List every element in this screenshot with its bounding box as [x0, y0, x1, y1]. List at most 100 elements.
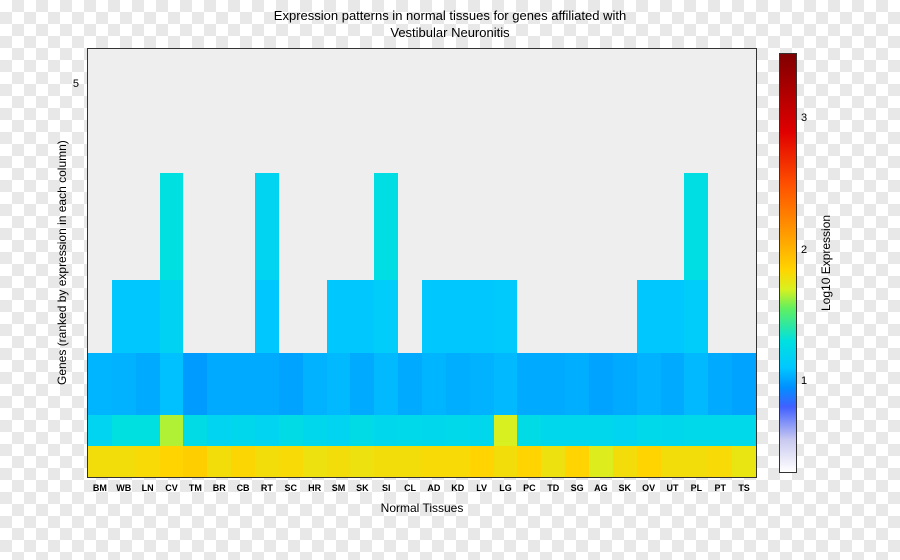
heatmap-cell [613, 353, 637, 415]
heatmap-cell [112, 353, 136, 415]
heatmap-cell [684, 415, 708, 446]
heatmap-cell [637, 173, 661, 280]
x-tick-label: WB [112, 483, 136, 493]
heatmap-cell [517, 173, 541, 280]
heatmap-cell [541, 415, 565, 446]
heatmap-cell [517, 415, 541, 446]
x-tick-label: UT [661, 483, 685, 493]
heatmap-cell [303, 280, 327, 353]
x-tick-label: SI [374, 483, 398, 493]
heatmap-cell [661, 353, 685, 415]
heatmap-cell [732, 415, 756, 446]
heatmap-cell [279, 173, 303, 280]
heatmap-cell [589, 446, 613, 477]
heatmap-cell [160, 49, 184, 173]
heatmap-cell [708, 173, 732, 280]
x-tick-label: SM [327, 483, 351, 493]
x-tick-label: SC [279, 483, 303, 493]
heatmap-cell [160, 446, 184, 477]
x-tick-label: AG [589, 483, 613, 493]
heatmap-cell [160, 173, 184, 280]
heatmap-cell [88, 415, 112, 446]
heatmap-cell [541, 173, 565, 280]
heatmap-cell [136, 446, 160, 477]
heatmap-cell [183, 49, 207, 173]
heatmap-cell [494, 353, 518, 415]
heatmap-cell [517, 49, 541, 173]
heatmap-cell [231, 49, 255, 173]
heatmap-cell [207, 446, 231, 477]
heatmap-cell [136, 353, 160, 415]
heatmap-cell [565, 173, 589, 280]
heatmap-cell [231, 446, 255, 477]
x-tick-label: SK [350, 483, 374, 493]
heatmap-cell [398, 415, 422, 446]
x-axis-ticks: BMWBLNCVTMBRCBRTSCHRSMSKSICLADKDLVLGPCTD… [88, 483, 756, 493]
heatmap-cell [684, 173, 708, 280]
heatmap-cell [183, 280, 207, 353]
heatmap-cell [494, 49, 518, 173]
heatmap-cell [732, 353, 756, 415]
colorbar-tick-label: 2 [801, 244, 807, 256]
heatmap-cell [88, 49, 112, 173]
heatmap-cell [207, 353, 231, 415]
heatmap-cell [255, 173, 279, 280]
heatmap-cell [422, 49, 446, 173]
colorbar-ticks: 123 [801, 53, 813, 473]
heatmap-cell [350, 280, 374, 353]
heatmap-cell [517, 446, 541, 477]
chart-title: Expression patterns in normal tissues fo… [55, 8, 845, 42]
heatmap-cell [661, 49, 685, 173]
heatmap-cell [327, 353, 351, 415]
heatmap-cell [446, 446, 470, 477]
x-tick-label: PC [517, 483, 541, 493]
heatmap-cell [613, 173, 637, 280]
heatmap-cell [374, 280, 398, 353]
heatmap-cell [422, 173, 446, 280]
heatmap-cell [589, 49, 613, 173]
y-axis-ticks: 5 [73, 48, 87, 478]
heatmap-cell [613, 415, 637, 446]
colorbar-tick-label: 3 [801, 112, 807, 124]
heatmap-cell [374, 353, 398, 415]
x-tick-label: BR [207, 483, 231, 493]
colorbar [779, 53, 797, 473]
heatmap-cell [112, 280, 136, 353]
y-axis-label: Genes (ranked by expression in each colu… [55, 48, 69, 478]
heatmap-cell [88, 173, 112, 280]
heatmap-cell [183, 446, 207, 477]
heatmap-cell [279, 49, 303, 173]
heatmap-cell [517, 353, 541, 415]
heatmap-cell [398, 353, 422, 415]
x-tick-label: LV [470, 483, 494, 493]
heatmap-cell [637, 49, 661, 173]
x-tick-label: PL [684, 483, 708, 493]
x-tick-label: HR [303, 483, 327, 493]
heatmap-cell [732, 173, 756, 280]
heatmap-cell [637, 446, 661, 477]
heatmap-cell [350, 415, 374, 446]
x-tick-label: LN [136, 483, 160, 493]
heatmap-cell [541, 280, 565, 353]
heatmap-cell [684, 353, 708, 415]
heatmap-cell [446, 49, 470, 173]
heatmap-cell [470, 415, 494, 446]
heatmap-cell [494, 280, 518, 353]
heatmap-cell [684, 49, 708, 173]
colorbar-group: 123 Log10 Expression [779, 48, 833, 478]
heatmap-cell [374, 415, 398, 446]
x-tick-label: TM [183, 483, 207, 493]
x-axis-label: Normal Tissues [88, 501, 756, 515]
heatmap-cell [422, 446, 446, 477]
heatmap-cell [160, 353, 184, 415]
heatmap-cell [136, 280, 160, 353]
heatmap-cell [470, 280, 494, 353]
heatmap-cell [708, 280, 732, 353]
heatmap-cell [374, 173, 398, 280]
x-tick-label: CV [160, 483, 184, 493]
heatmap-cell [303, 49, 327, 173]
heatmap-cell [207, 415, 231, 446]
heatmap-cell [327, 446, 351, 477]
x-tick-label: TS [732, 483, 756, 493]
x-tick-label: KD [446, 483, 470, 493]
